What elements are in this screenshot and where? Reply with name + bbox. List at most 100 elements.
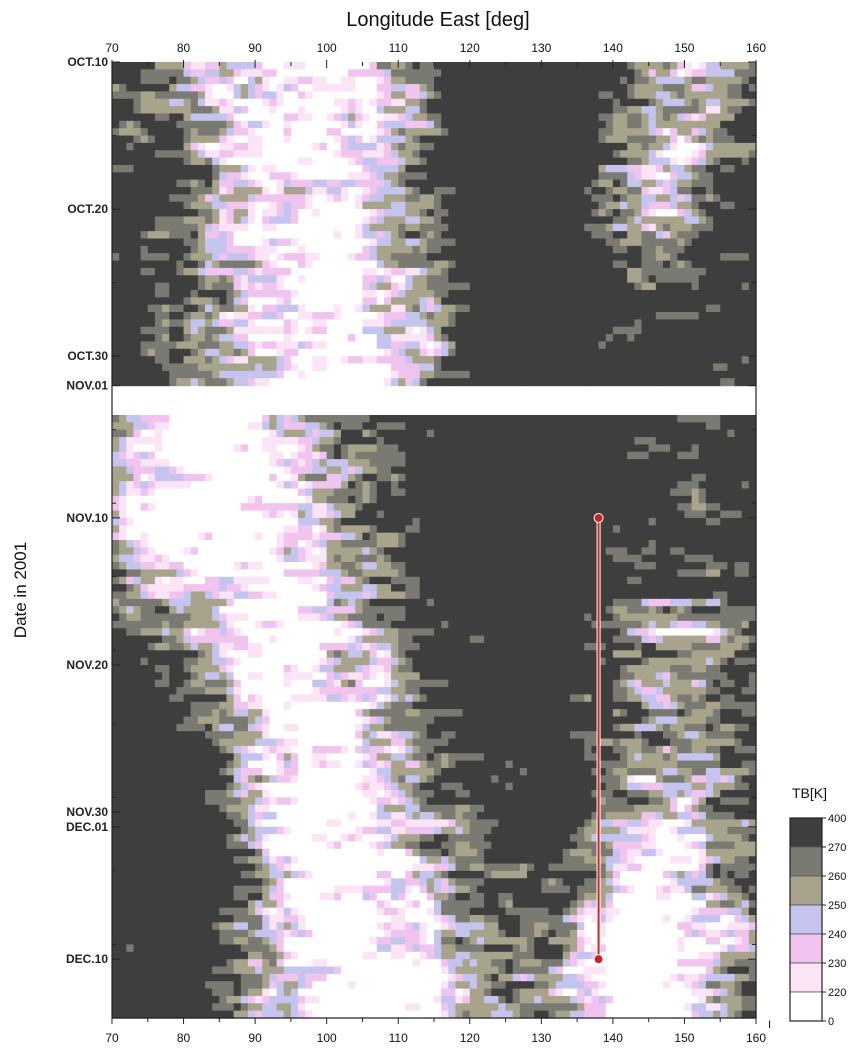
heatmap-cell xyxy=(212,414,220,423)
heatmap-cell xyxy=(255,260,263,269)
heatmap-cell xyxy=(548,473,557,482)
heatmap-cell xyxy=(727,84,736,93)
heatmap-cell xyxy=(434,179,442,188)
heatmap-cell xyxy=(448,334,457,343)
heatmap-cell xyxy=(276,98,285,107)
heatmap-cell xyxy=(584,473,593,482)
heatmap-cell xyxy=(484,481,492,490)
heatmap-cell xyxy=(713,216,721,225)
heatmap-cell xyxy=(527,91,535,100)
heatmap-cell xyxy=(112,488,120,497)
heatmap-cell xyxy=(591,164,600,173)
heatmap-cell xyxy=(434,488,442,497)
heatmap-cell xyxy=(727,334,736,343)
heatmap-cell xyxy=(641,142,650,151)
heatmap-cell xyxy=(133,414,142,423)
heatmap-cell xyxy=(670,481,678,490)
heatmap-cell xyxy=(627,194,635,203)
heatmap-cell xyxy=(734,348,743,357)
heatmap-cell xyxy=(326,370,335,379)
heatmap-cell xyxy=(269,201,278,210)
heatmap-cell xyxy=(562,422,571,431)
heatmap-cell xyxy=(326,348,335,357)
heatmap-cell xyxy=(376,98,385,107)
heatmap-cell xyxy=(734,304,743,313)
heatmap-cell xyxy=(419,459,428,468)
heatmap-cell xyxy=(112,422,120,431)
heatmap-cell xyxy=(190,275,199,284)
heatmap-cell xyxy=(670,429,678,438)
heatmap-cell xyxy=(455,378,464,387)
heatmap-cell xyxy=(197,466,206,475)
heatmap-cell xyxy=(534,106,542,115)
heatmap-cell xyxy=(340,216,349,225)
heatmap-cell xyxy=(698,120,707,129)
heatmap-cell xyxy=(648,312,657,320)
heatmap-cell xyxy=(326,495,335,504)
heatmap-cell xyxy=(240,334,249,343)
heatmap-cell xyxy=(240,253,249,262)
heatmap-cell xyxy=(226,451,235,460)
heatmap-cell xyxy=(455,69,464,78)
heatmap-cell xyxy=(169,473,177,482)
heatmap-cell xyxy=(391,157,399,166)
heatmap-cell xyxy=(713,282,721,291)
heatmap-cell xyxy=(319,223,328,232)
heatmap-cell xyxy=(527,370,535,379)
heatmap-cell xyxy=(262,319,271,328)
heatmap-cell xyxy=(340,370,349,379)
heatmap-cell xyxy=(276,106,285,115)
heatmap-cell xyxy=(369,201,378,210)
heatmap-cell xyxy=(212,76,220,85)
heatmap-cell xyxy=(126,209,135,218)
heatmap-cell xyxy=(462,260,471,269)
heatmap-cell xyxy=(684,370,693,379)
heatmap-cell xyxy=(126,120,135,129)
heatmap-cell xyxy=(562,216,571,225)
heatmap-cell xyxy=(262,326,271,335)
heatmap-cell xyxy=(398,194,406,203)
heatmap-cell xyxy=(276,297,285,306)
heatmap-cell xyxy=(441,289,449,298)
heatmap-cell xyxy=(247,414,256,423)
heatmap-cell xyxy=(355,216,364,225)
heatmap-cell xyxy=(677,466,686,475)
heatmap-cell xyxy=(748,245,757,254)
heatmap-cell xyxy=(527,201,535,210)
heatmap-cell xyxy=(748,106,757,115)
heatmap-cell xyxy=(240,209,249,218)
heatmap-cell xyxy=(154,334,163,343)
heatmap-cell xyxy=(319,473,328,482)
heatmap-cell xyxy=(269,312,278,320)
heatmap-cell xyxy=(140,363,149,372)
heatmap-cell xyxy=(205,289,213,298)
heatmap-cell xyxy=(698,304,707,313)
heatmap-cell xyxy=(698,164,707,173)
heatmap-cell xyxy=(276,334,285,343)
heatmap-cell xyxy=(741,216,750,225)
heatmap-cell xyxy=(154,378,163,387)
heatmap-cell xyxy=(233,62,242,70)
heatmap-cell xyxy=(355,363,364,372)
heatmap-cell xyxy=(527,253,535,262)
heatmap-cell xyxy=(169,69,177,78)
heatmap-cell xyxy=(620,459,628,468)
heatmap-cell xyxy=(169,282,177,291)
heatmap-cell xyxy=(455,231,464,240)
heatmap-cell xyxy=(376,113,385,122)
heatmap-cell xyxy=(569,444,578,453)
heatmap-cell xyxy=(412,275,421,284)
heatmap-cell xyxy=(491,422,499,431)
heatmap-cell xyxy=(734,238,743,247)
heatmap-cell xyxy=(398,245,406,254)
heatmap-cell xyxy=(312,319,321,328)
heatmap-cell xyxy=(655,209,664,218)
heatmap-cell xyxy=(398,223,406,232)
heatmap-cell xyxy=(190,414,199,423)
heatmap-cell xyxy=(569,466,578,475)
heatmap-cell xyxy=(333,223,342,232)
heatmap-cell xyxy=(147,142,156,151)
heatmap-cell xyxy=(340,414,349,423)
heatmap-cell xyxy=(634,91,643,100)
heatmap-cell xyxy=(183,304,192,313)
